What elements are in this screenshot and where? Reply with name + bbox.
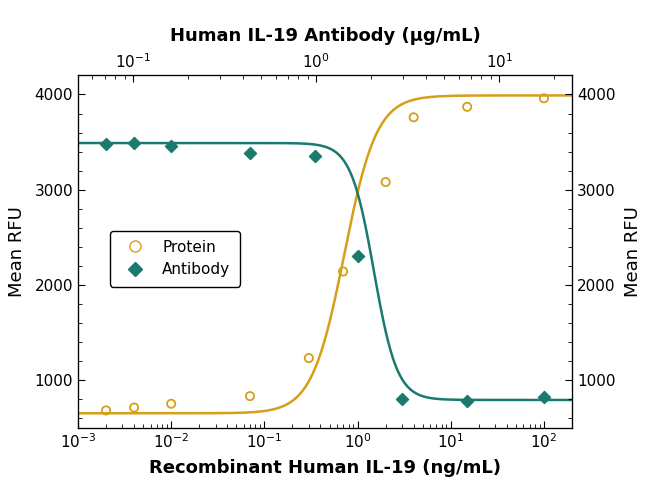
Point	[166, 400, 176, 408]
Point	[304, 354, 314, 362]
Point	[397, 395, 408, 403]
Point	[245, 148, 255, 156]
Point	[462, 103, 473, 111]
Point	[129, 139, 139, 147]
Point	[101, 406, 111, 414]
Point	[539, 94, 549, 102]
Point	[245, 392, 255, 400]
Y-axis label: Mean RFU: Mean RFU	[624, 206, 642, 297]
Y-axis label: Mean RFU: Mean RFU	[8, 206, 26, 297]
X-axis label: Human IL-19 Antibody (μg/mL): Human IL-19 Antibody (μg/mL)	[170, 27, 480, 45]
Point	[380, 178, 391, 186]
Point	[408, 113, 419, 121]
Legend: Protein, Antibody: Protein, Antibody	[111, 230, 240, 287]
Point	[352, 252, 363, 260]
X-axis label: Recombinant Human IL-19 (ng/mL): Recombinant Human IL-19 (ng/mL)	[149, 459, 501, 477]
Point	[462, 397, 473, 405]
Point	[129, 403, 139, 411]
Point	[101, 140, 111, 148]
Point	[338, 268, 348, 276]
Point	[310, 152, 320, 160]
Point	[539, 393, 549, 401]
Point	[166, 142, 176, 150]
